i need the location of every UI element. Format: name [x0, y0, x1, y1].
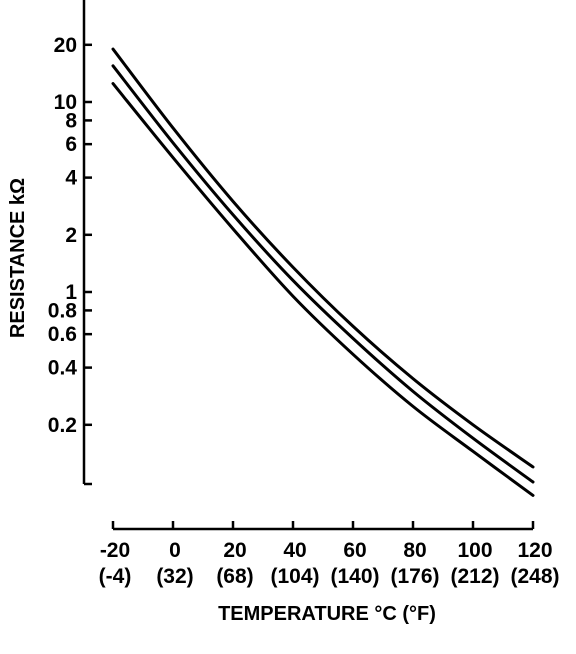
y-tick-label: 6	[65, 133, 77, 156]
x-tick-label-fahrenheit: (-4)	[99, 565, 132, 588]
y-tick-label: 1	[65, 281, 77, 304]
x-tick-label-celsius: 40	[283, 539, 306, 562]
y-tick-label: 10	[54, 91, 77, 114]
x-tick-label-fahrenheit: (104)	[270, 565, 319, 588]
x-tick-label-fahrenheit: (176)	[390, 565, 439, 588]
plot-area	[111, 47, 535, 497]
x-tick-label-celsius: 60	[343, 539, 366, 562]
series-line-3	[111, 82, 535, 497]
y-tick-label: 0.6	[48, 323, 77, 346]
y-axis: 402010864210.80.60.40.2	[48, 0, 92, 486]
x-tick-label-fahrenheit: (248)	[510, 565, 559, 588]
x-tick-label-fahrenheit: (212)	[450, 565, 499, 588]
x-tick-label-celsius: 80	[403, 539, 426, 562]
x-tick-label-fahrenheit: (32)	[156, 565, 193, 588]
x-tick-label-celsius: 100	[457, 539, 492, 562]
series-line-2	[111, 64, 535, 484]
series-line-1	[111, 47, 535, 469]
x-axis-title: TEMPERATURE °C (°F)	[218, 603, 436, 625]
y-tick-label: 0.8	[48, 299, 78, 322]
y-tick-label: 4	[65, 167, 77, 190]
x-tick-label-fahrenheit: (68)	[216, 565, 253, 588]
x-tick-label-celsius: 120	[517, 539, 552, 562]
y-tick-label: 20	[54, 34, 77, 57]
x-axis: -20 (-4) 0 (32) 20 (68) 40 (104) 60 (140) 80 (176) 1…	[99, 521, 560, 588]
y-tick-label: 0.4	[48, 357, 78, 380]
y-tick-label: 2	[65, 224, 77, 247]
x-tick-label-celsius: 20	[223, 539, 246, 562]
y-tick-label: 0.2	[48, 414, 77, 437]
x-tick-label-fahrenheit: (140)	[330, 565, 379, 588]
x-tick-label-celsius: 0	[169, 539, 181, 562]
y-axis-title: RESISTANCE kΩ	[7, 178, 29, 338]
x-tick-label-celsius: -20	[100, 539, 130, 562]
y-tick-label: 8	[65, 109, 77, 132]
